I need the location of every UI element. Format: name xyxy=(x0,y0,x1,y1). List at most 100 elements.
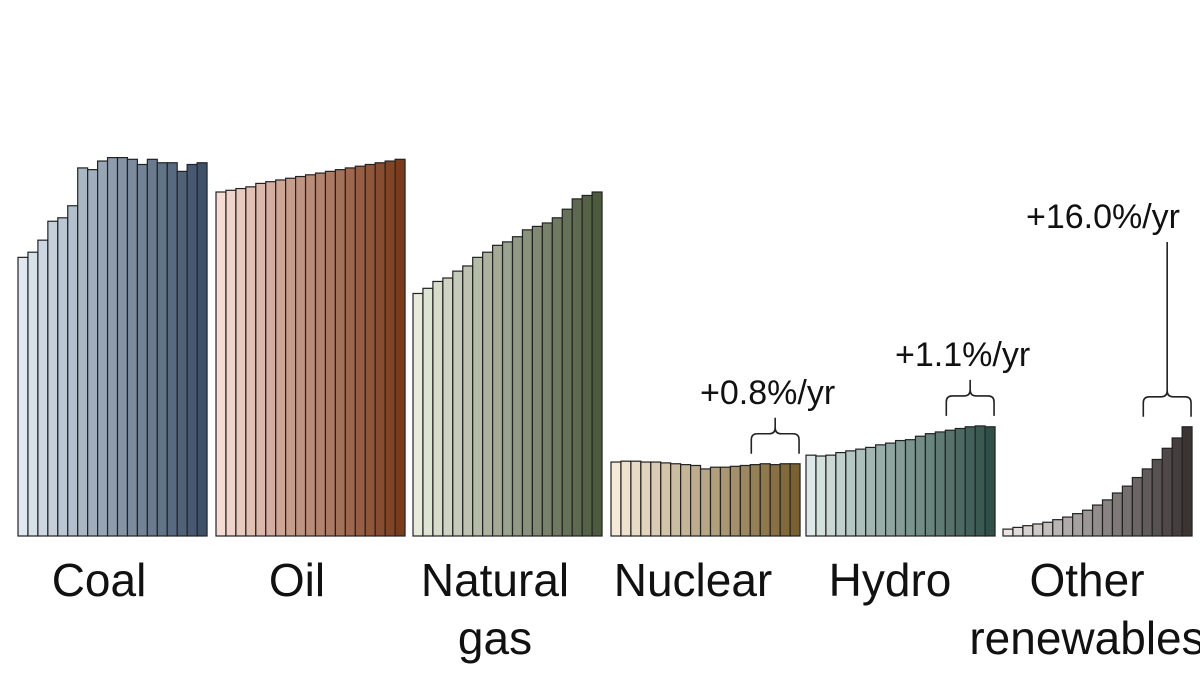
hydro-bar-12 xyxy=(914,435,927,537)
nuclear-bar-9 xyxy=(689,464,702,537)
coal-bar-1 xyxy=(17,256,29,537)
hydro-bar-10 xyxy=(894,439,907,537)
coal-bar-16 xyxy=(166,162,178,537)
bars-layer xyxy=(17,157,1193,537)
coal-bar-18 xyxy=(186,163,198,537)
hydro-bar-2 xyxy=(815,455,827,537)
hydro-bar-3 xyxy=(825,454,837,537)
oil-bar-5 xyxy=(255,182,267,537)
nuclear-bar-10 xyxy=(699,468,712,537)
nuclear-bar-19 xyxy=(789,463,801,537)
nuclear-growth-label: +0.8%/yr xyxy=(700,374,835,412)
coal-bar-13 xyxy=(136,163,148,537)
nuclear-bar-3 xyxy=(630,460,642,537)
hydro-bar-4 xyxy=(835,451,847,537)
coal-bar-4 xyxy=(47,220,59,537)
natural-gas-bar-16 xyxy=(561,208,573,537)
natural-gas-bar-17 xyxy=(571,198,583,537)
natural-gas-bar-19 xyxy=(591,191,603,537)
nuclear-bar-2 xyxy=(620,460,632,537)
oil-bar-19 xyxy=(394,158,406,537)
hydro-label-line-1: Hydro xyxy=(829,554,952,606)
nuclear-bar-12 xyxy=(719,466,732,537)
hydro-bar-11 xyxy=(904,439,917,537)
hydro-bar-14 xyxy=(934,431,946,537)
coal-bar-2 xyxy=(27,251,39,537)
other-renewables-bar-16 xyxy=(1151,458,1163,537)
nuclear-bar-14 xyxy=(739,464,751,537)
other-renewables-growth-label: +16.0%/yr xyxy=(1026,198,1180,236)
other-renewables-bar-17 xyxy=(1161,447,1173,537)
hydro-bar-13 xyxy=(924,433,936,537)
oil-label: Oil xyxy=(269,554,325,606)
growth-annotations: +0.8%/yr +1.1%/yr +16.0%/yr xyxy=(700,198,1192,454)
nuclear-growth-bracket xyxy=(750,417,800,454)
coal-bar-3 xyxy=(37,239,49,537)
oil-bar-12 xyxy=(324,170,337,537)
natural-gas-bar-3 xyxy=(432,280,444,537)
other-renewables-label-line-2: renewables xyxy=(969,612,1200,664)
other-renewables-growth-bracket xyxy=(1142,242,1192,417)
other-renewables-bar-12 xyxy=(1111,492,1123,537)
hydro-bar-7 xyxy=(865,446,877,537)
hydro-bar-16 xyxy=(954,427,966,537)
natural-gas-bar-4 xyxy=(442,277,454,537)
coal-label-line-1: Coal xyxy=(52,554,147,606)
oil-bar-7 xyxy=(275,179,287,537)
natural-gas-bar-9 xyxy=(492,244,504,537)
nuclear-bar-1 xyxy=(610,461,622,537)
oil-bar-2 xyxy=(225,189,237,537)
nuclear-label: Nuclear xyxy=(614,554,773,606)
natural-gas-bar-7 xyxy=(472,256,484,537)
category-labels: Coal Oil Natural gas Nuclear Hydro Other renewa… xyxy=(52,554,1200,664)
natural-gas-bar-1 xyxy=(412,292,424,537)
nuclear-bar-18 xyxy=(779,463,791,537)
natural-gas-label-line-1: Natural xyxy=(421,554,569,606)
natural-gas-bar-11 xyxy=(511,236,524,537)
coal-bar-14 xyxy=(146,158,158,537)
natural-gas-bar-15 xyxy=(551,217,563,537)
hydro-bar-18 xyxy=(974,425,986,537)
oil-bar-4 xyxy=(245,186,257,537)
other-renewables-label: Other renewables xyxy=(969,554,1200,664)
other-renewables-bar-7 xyxy=(1062,516,1074,537)
hydro-bar-1 xyxy=(805,454,817,537)
other-renewables-bar-11 xyxy=(1101,499,1114,537)
natural-gas-bar-8 xyxy=(482,251,494,537)
other-renewables-bar-18 xyxy=(1171,437,1183,537)
other-renewables-bar-2 xyxy=(1012,526,1024,537)
natural-gas-bar-6 xyxy=(462,265,474,537)
natural-gas-label: Natural gas xyxy=(421,554,569,664)
natural-gas-bar-10 xyxy=(501,241,514,537)
hydro-growth-label: +1.1%/yr xyxy=(895,336,1030,374)
other-renewables-bar-13 xyxy=(1121,485,1133,537)
nuclear-bar-4 xyxy=(640,461,652,537)
other-renewables-bar-8 xyxy=(1072,513,1084,537)
hydro-label: Hydro xyxy=(829,554,952,606)
coal-bar-11 xyxy=(116,157,129,537)
other-renewables-bar-3 xyxy=(1022,525,1034,537)
oil-bar-13 xyxy=(334,169,346,537)
natural-gas-bar-13 xyxy=(531,225,543,537)
coal-bar-5 xyxy=(57,217,69,537)
nuclear-bar-16 xyxy=(759,463,771,537)
coal-bar-19 xyxy=(196,162,208,537)
oil-bar-11 xyxy=(314,172,327,537)
oil-bar-9 xyxy=(295,175,307,537)
oil-bar-14 xyxy=(344,167,356,537)
oil-bar-18 xyxy=(384,160,396,537)
oil-bar-1 xyxy=(215,191,227,537)
nuclear-bar-6 xyxy=(660,462,672,537)
natural-gas-bar-2 xyxy=(422,287,434,537)
hydro-bar-5 xyxy=(845,450,857,537)
other-renewables-bar-15 xyxy=(1141,468,1153,537)
other-renewables-bar-14 xyxy=(1131,476,1143,537)
coal-bar-8 xyxy=(87,169,99,537)
other-renewables-bar-1 xyxy=(1002,528,1014,537)
hydro-bar-9 xyxy=(884,442,897,537)
oil-label-line-1: Oil xyxy=(269,554,325,606)
oil-bar-8 xyxy=(285,177,297,537)
oil-bar-15 xyxy=(354,165,366,537)
oil-bar-17 xyxy=(374,162,386,537)
